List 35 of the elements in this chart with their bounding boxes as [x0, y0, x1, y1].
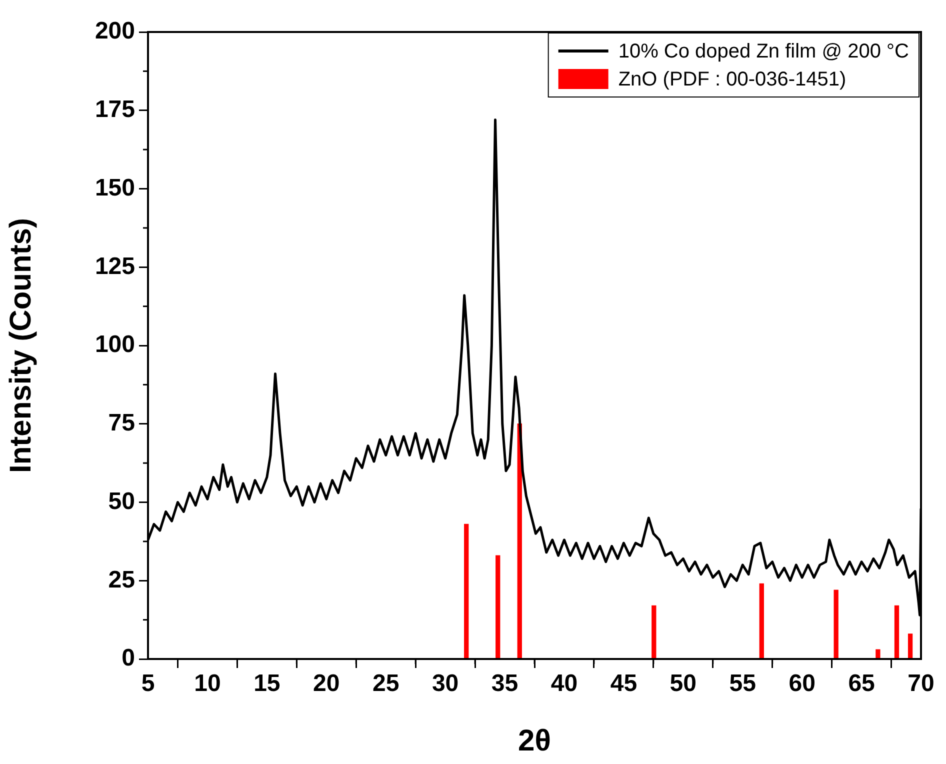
legend-label: ZnO (PDF : 00-036-1451) — [618, 68, 846, 91]
y-axis-title: Intensity (Counts) — [4, 218, 38, 473]
bar — [876, 649, 880, 659]
bar — [894, 605, 900, 659]
x-axis-title: 2θ — [518, 724, 551, 758]
y-tick-label: 75 — [108, 410, 135, 436]
x-tick-label: 70 — [908, 670, 934, 698]
x-tick-label: 20 — [313, 670, 340, 698]
x-tick-label: 60 — [788, 670, 816, 698]
bar — [464, 524, 469, 659]
x-tick-label: 10 — [194, 670, 221, 698]
legend-label: 10% Co doped Zn film @ 200 °C — [618, 40, 910, 63]
x-tick-label: 15 — [254, 670, 280, 698]
y-tick-label: 100 — [94, 331, 135, 358]
x-tick-label: 50 — [670, 670, 697, 698]
y-tick-label: 25 — [108, 566, 135, 594]
bar — [759, 583, 764, 659]
bar — [834, 590, 838, 659]
x-tick-label: 30 — [432, 670, 459, 698]
y-tick-label: 150 — [94, 174, 135, 202]
x-tick-label: 55 — [729, 670, 756, 698]
y-tick-label: 175 — [94, 96, 135, 123]
x-tick-label: 45 — [610, 670, 638, 698]
x-tick-label: 25 — [372, 670, 400, 698]
x-tick-label: 5 — [141, 670, 155, 698]
x-tick-label: 35 — [491, 670, 518, 698]
bar — [652, 605, 656, 659]
x-tick-label: 40 — [550, 670, 578, 698]
x-tick-label: 65 — [848, 670, 875, 698]
bar — [496, 555, 500, 659]
y-tick-label: 0 — [122, 644, 135, 672]
bar — [908, 634, 913, 659]
y-tick-label: 125 — [94, 252, 135, 280]
y-tick-label: 50 — [108, 488, 135, 515]
y-tick-label: 200 — [94, 18, 135, 45]
